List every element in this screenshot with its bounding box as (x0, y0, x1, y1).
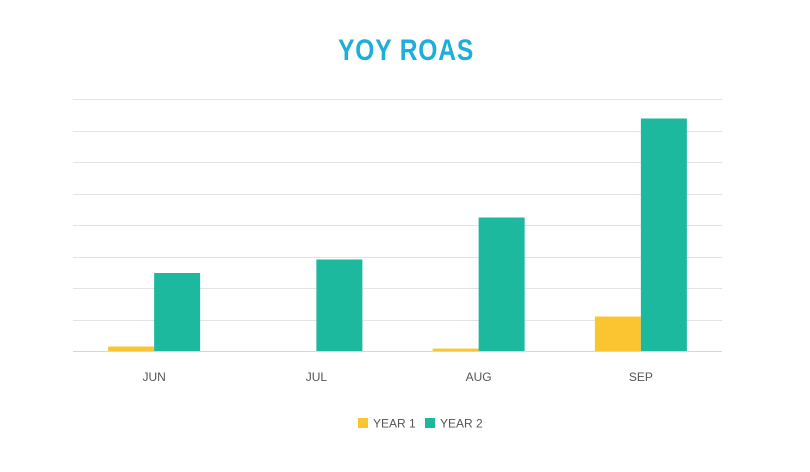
bar-year-2-sep (640, 118, 687, 351)
legend-swatch (425, 418, 435, 428)
x-tick-label: JUL (306, 370, 328, 384)
x-tick-labels: JUN JUL AUG SEP (142, 370, 652, 384)
bar-year-2-jul (316, 259, 363, 351)
bar-year-2-aug (478, 217, 525, 351)
x-tick-label: SEP (629, 370, 653, 384)
x-tick-label: JUN (142, 370, 165, 384)
legend: YEAR 1 YEAR 2 (358, 417, 483, 431)
legend-label: YEAR 2 (440, 417, 483, 431)
bars (108, 118, 687, 351)
legend-swatch (358, 418, 368, 428)
chart-title: YOY ROAS (338, 34, 475, 67)
x-tick-label: AUG (466, 370, 492, 384)
bar-year-1-jun (108, 346, 155, 351)
bar-year-2-jun (154, 273, 201, 351)
legend-label: YEAR 1 (373, 417, 416, 431)
bar-year-1-aug (432, 348, 479, 351)
bar-year-1-sep (594, 316, 641, 351)
